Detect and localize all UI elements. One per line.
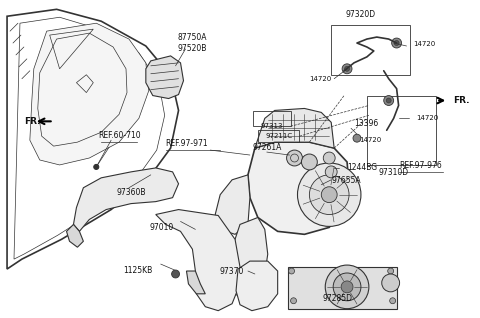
Bar	[253, 111, 290, 126]
Circle shape	[333, 273, 361, 301]
Polygon shape	[236, 261, 277, 311]
Polygon shape	[215, 175, 250, 234]
Circle shape	[325, 265, 369, 309]
Circle shape	[384, 96, 394, 106]
Circle shape	[288, 268, 295, 274]
Bar	[288, 267, 396, 309]
Text: 97320D: 97320D	[346, 10, 376, 19]
Text: REF.97-971: REF.97-971	[165, 139, 208, 148]
Text: REF.60-710: REF.60-710	[98, 131, 140, 140]
Text: 13396: 13396	[354, 119, 378, 128]
Text: 14720: 14720	[413, 41, 436, 47]
Text: 97211C: 97211C	[265, 133, 292, 139]
Text: 97313: 97313	[261, 123, 283, 129]
Text: 97285D: 97285D	[322, 294, 352, 303]
Polygon shape	[248, 142, 349, 234]
Bar	[367, 96, 436, 165]
Polygon shape	[67, 225, 84, 247]
Text: 14720: 14720	[417, 115, 439, 121]
Polygon shape	[186, 271, 205, 294]
Circle shape	[325, 166, 337, 178]
Polygon shape	[30, 23, 149, 165]
Text: 97360B: 97360B	[116, 188, 145, 197]
Circle shape	[94, 164, 99, 169]
Circle shape	[341, 281, 353, 293]
Circle shape	[301, 154, 317, 170]
Circle shape	[290, 298, 297, 304]
Circle shape	[392, 38, 402, 48]
Polygon shape	[255, 108, 334, 148]
Circle shape	[342, 64, 352, 74]
Text: 87750A
97520B: 87750A 97520B	[178, 33, 207, 53]
Text: 97010: 97010	[149, 223, 174, 232]
Text: FR.: FR.	[453, 96, 469, 105]
Text: 97310D: 97310D	[379, 168, 408, 177]
Text: FR.: FR.	[24, 117, 40, 126]
Polygon shape	[146, 56, 183, 99]
Polygon shape	[156, 210, 240, 311]
Circle shape	[382, 274, 399, 292]
Text: 97261A: 97261A	[252, 143, 281, 152]
Text: REF.97-976: REF.97-976	[399, 161, 442, 170]
Circle shape	[394, 40, 399, 45]
Circle shape	[353, 134, 361, 142]
Circle shape	[386, 98, 391, 103]
Text: 14720: 14720	[309, 76, 331, 82]
Bar	[258, 130, 300, 142]
Text: 97370: 97370	[219, 266, 244, 275]
Circle shape	[323, 152, 335, 164]
Circle shape	[172, 270, 180, 278]
Circle shape	[390, 298, 396, 304]
Text: 14720: 14720	[359, 137, 381, 143]
Text: 97655A: 97655A	[331, 176, 361, 185]
Circle shape	[388, 268, 394, 274]
Text: 1125KB: 1125KB	[123, 266, 153, 274]
Circle shape	[321, 187, 337, 203]
Circle shape	[287, 150, 302, 166]
Circle shape	[310, 175, 349, 215]
Polygon shape	[225, 218, 268, 297]
Bar	[331, 25, 410, 75]
Polygon shape	[73, 168, 179, 232]
Circle shape	[298, 163, 361, 226]
Circle shape	[345, 66, 349, 71]
Text: 1244BG: 1244BG	[347, 163, 377, 172]
